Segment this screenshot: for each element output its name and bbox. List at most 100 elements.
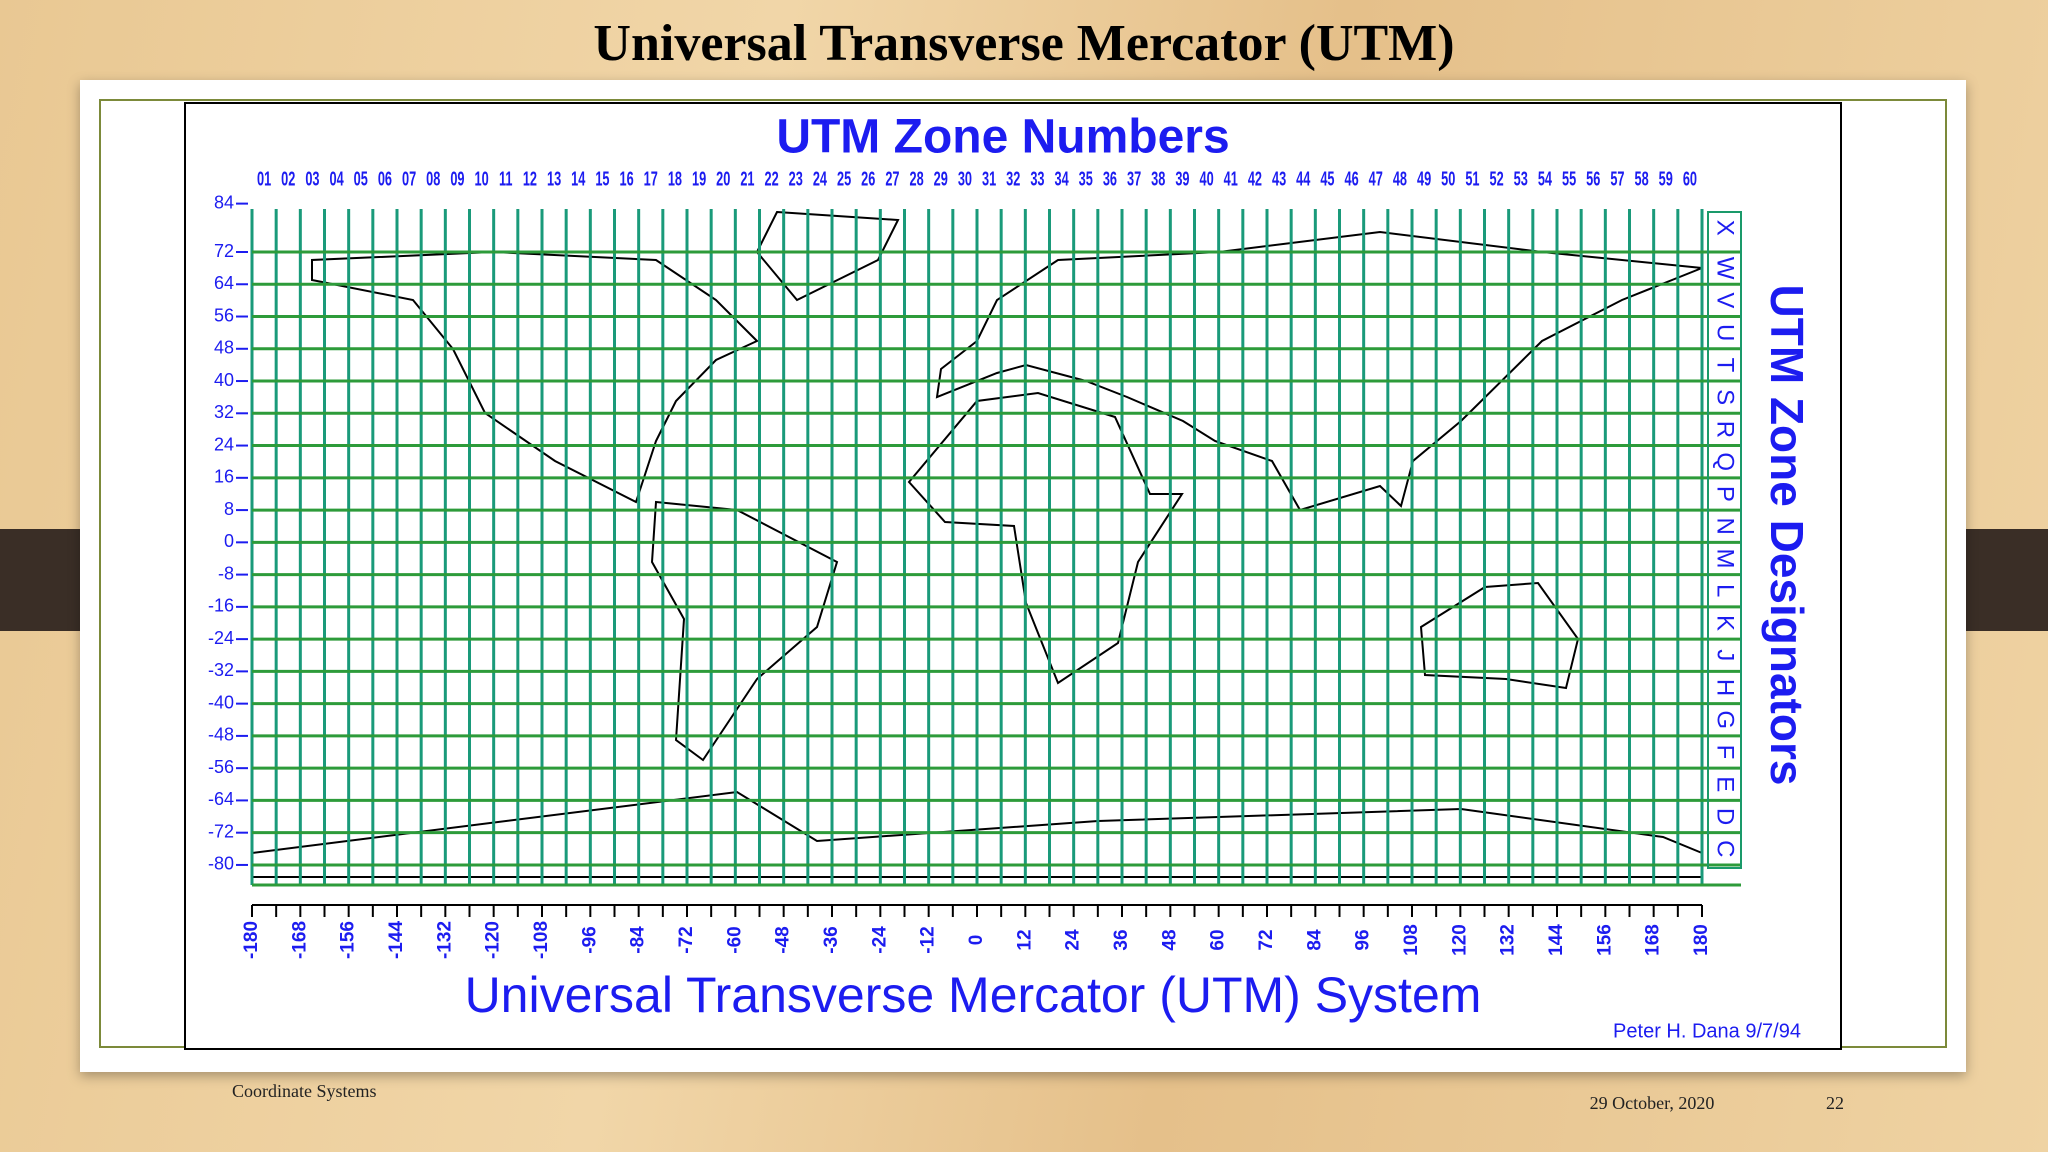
latitude-label: 32 — [214, 402, 234, 422]
zone-number: 51 — [1465, 167, 1479, 190]
longitude-label: -48 — [773, 926, 794, 953]
zone-number: 60 — [1683, 167, 1697, 190]
zone-designator: P — [1712, 486, 1739, 502]
latitude-label: 24 — [214, 434, 234, 454]
longitude-label: -36 — [821, 926, 842, 953]
longitude-label: -84 — [628, 926, 649, 954]
footer-left: Coordinate Systems — [232, 1081, 377, 1101]
zone-designator: Q — [1712, 452, 1739, 471]
longitude-label: 96 — [1353, 929, 1374, 950]
longitude-label: 48 — [1159, 929, 1180, 950]
longitude-label: 156 — [1594, 924, 1615, 956]
zone-number: 31 — [982, 167, 996, 190]
zone-number: 52 — [1489, 167, 1503, 190]
latitude-label: 48 — [214, 338, 234, 358]
zone-number: 08 — [426, 167, 440, 190]
latitude-label: -32 — [208, 660, 234, 680]
zone-number: 06 — [378, 167, 392, 190]
map-credit: Peter H. Dana 9/7/94 — [1613, 1020, 1801, 1042]
zone-number: 56 — [1586, 167, 1600, 190]
zone-number: 04 — [329, 167, 344, 190]
zone-designator: D — [1712, 808, 1739, 825]
latitude-label: 72 — [214, 241, 234, 261]
zone-designator: K — [1712, 615, 1739, 631]
longitude-label: -24 — [869, 926, 890, 954]
zone-number: 38 — [1151, 167, 1165, 190]
zone-number: 23 — [789, 167, 803, 190]
footer-date: 29 October, 2020 — [1590, 1093, 1715, 1113]
zone-designator: G — [1712, 710, 1739, 729]
latitude-label: -40 — [208, 692, 234, 712]
zone-number: 41 — [1224, 167, 1238, 190]
longitude-label: -12 — [918, 926, 939, 953]
zone-number: 46 — [1344, 167, 1358, 190]
latitude-label: -48 — [208, 725, 234, 745]
zone-number: 25 — [837, 167, 851, 190]
zone-number: 02 — [281, 167, 295, 190]
zone-designator: R — [1712, 421, 1739, 438]
zone-number: 21 — [740, 167, 754, 190]
longitude-label: 132 — [1498, 924, 1519, 956]
longitude-label: -144 — [386, 921, 407, 959]
zone-number: 19 — [692, 167, 706, 190]
latitude-label: -64 — [208, 789, 234, 809]
zone-designator: C — [1712, 840, 1739, 857]
latitude-label: -56 — [208, 757, 234, 777]
longitude-label: 84 — [1304, 929, 1325, 951]
zone-number: 44 — [1296, 167, 1311, 190]
zone-number: 09 — [450, 167, 464, 190]
latitude-label: 0 — [224, 531, 234, 551]
zone-number: 12 — [523, 167, 537, 190]
zone-number: 18 — [668, 167, 682, 190]
zone-number: 34 — [1054, 167, 1069, 190]
zone-designator: H — [1712, 679, 1739, 696]
zone-number: 43 — [1272, 167, 1286, 190]
zone-number: 54 — [1538, 167, 1553, 190]
zone-number: 59 — [1659, 167, 1673, 190]
longitude-label: 24 — [1063, 929, 1084, 951]
zone-number: 11 — [499, 167, 512, 190]
zone-designator: F — [1712, 745, 1739, 760]
zone-number: 20 — [716, 167, 730, 190]
zone-number: 30 — [958, 167, 972, 190]
longitude-label: -96 — [579, 926, 600, 953]
zone-number: 55 — [1562, 167, 1576, 190]
longitude-label: 60 — [1208, 929, 1229, 950]
zone-designator: L — [1712, 584, 1739, 597]
longitude-label: 72 — [1256, 929, 1277, 950]
zone-designator: J — [1712, 649, 1739, 661]
zone-number: 45 — [1320, 167, 1334, 190]
zone-number: 48 — [1393, 167, 1407, 190]
zone-number: 26 — [861, 167, 875, 190]
zone-number: 32 — [1006, 167, 1020, 190]
page-number: 22 — [1826, 1093, 1844, 1113]
zone-designator: T — [1712, 358, 1739, 373]
longitude-label: 180 — [1691, 924, 1712, 956]
zone-number: 05 — [354, 167, 368, 190]
zone-number: 50 — [1441, 167, 1455, 190]
zone-number: 15 — [595, 167, 609, 190]
zone-number: 40 — [1199, 167, 1213, 190]
zone-number: 28 — [909, 167, 923, 190]
zone-designator: X — [1712, 220, 1739, 236]
latitude-label: -24 — [208, 628, 234, 648]
zone-number: 33 — [1030, 167, 1044, 190]
designators-title: UTM Zone Designators — [1761, 285, 1813, 786]
longitude-label: -156 — [338, 921, 359, 959]
zone-designator: W — [1712, 257, 1739, 280]
zone-number: 35 — [1079, 167, 1093, 190]
zone-number: 42 — [1248, 167, 1262, 190]
zone-number: 16 — [619, 167, 633, 190]
zone-number: 07 — [402, 167, 416, 190]
longitude-label: 12 — [1014, 929, 1035, 950]
zone-designator: U — [1712, 324, 1739, 341]
latitude-label: -8 — [218, 563, 234, 583]
longitude-label: 108 — [1401, 924, 1422, 956]
slide-title: Universal Transverse Mercator (UTM) — [593, 15, 1454, 72]
zone-number: 01 — [257, 167, 271, 190]
zone-designator: V — [1712, 292, 1739, 308]
latitude-label: -16 — [208, 596, 234, 616]
zone-number: 03 — [305, 167, 319, 190]
